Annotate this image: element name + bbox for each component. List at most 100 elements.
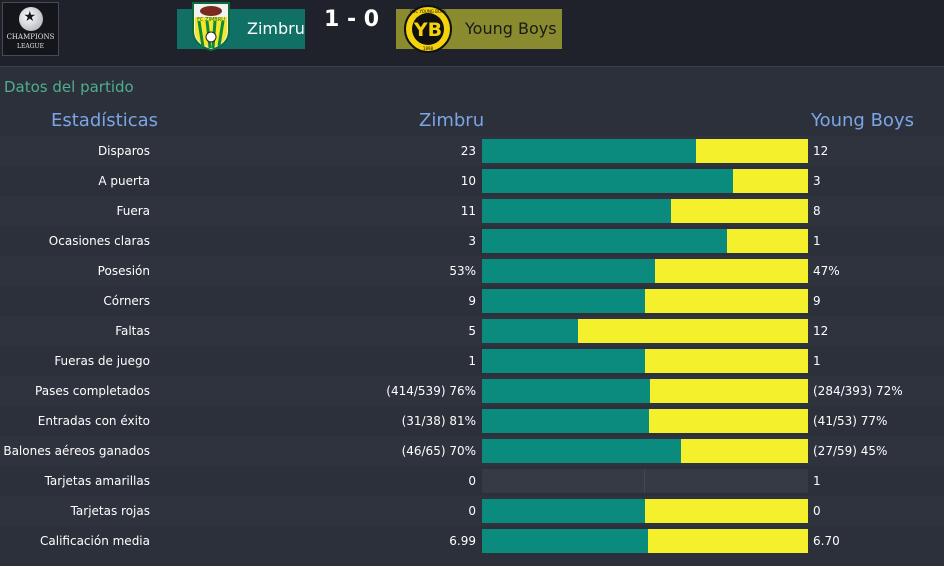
stat-comparison-bar — [482, 289, 808, 313]
home-stat-value: 10 — [460, 174, 476, 188]
stat-row: Tarjetas amarillas 0 1 — [0, 466, 944, 496]
away-share-fill — [650, 379, 808, 403]
away-share-fill — [645, 499, 808, 523]
stat-comparison-bar — [482, 469, 808, 493]
home-stat-value: 0 — [468, 474, 476, 488]
stat-comparison-bar — [482, 259, 808, 283]
stat-row: Entradas con éxito (31/38) 81% (41/53) 77% — [0, 406, 944, 436]
stat-label: Tarjetas amarillas — [44, 474, 150, 488]
away-share-fill — [733, 169, 808, 193]
home-stat-value: 6.99 — [449, 534, 476, 548]
away-share-fill — [645, 289, 808, 313]
stat-label: Calificación media — [40, 534, 150, 548]
stat-label: Tarjetas rojas — [70, 504, 150, 518]
home-stat-value: 5 — [468, 324, 476, 338]
stat-label: Faltas — [115, 324, 150, 338]
home-share-fill — [482, 439, 681, 463]
away-share-fill — [645, 349, 808, 373]
away-column-header[interactable]: Young Boys — [811, 110, 914, 131]
stat-row: Faltas 5 12 — [0, 316, 944, 346]
away-share-fill — [578, 319, 808, 343]
stats-column-header: Estadísticas — [51, 110, 159, 131]
home-team-box[interactable]: FC ZIMBRU Zimbru — [177, 2, 305, 51]
away-team-name: Young Boys — [465, 19, 557, 38]
away-stat-value: 47% — [813, 264, 840, 278]
fc-zimbru-crest-icon: FC ZIMBRU — [192, 2, 230, 51]
away-stat-value: 1 — [813, 354, 821, 368]
stat-row: Tarjetas rojas 0 0 — [0, 496, 944, 526]
home-share-fill — [482, 499, 645, 523]
svg-text:YB: YB — [413, 19, 442, 41]
stat-row: Balones aéreos ganados (46/65) 70% (27/59)… — [0, 436, 944, 466]
home-share-fill — [482, 409, 649, 433]
competition-logo[interactable]: CHAMPIONS LEAGUE — [2, 2, 59, 56]
stat-label: Córners — [103, 294, 150, 308]
home-team-name: Zimbru — [247, 19, 305, 38]
home-share-fill — [482, 169, 733, 193]
home-share-fill — [482, 199, 671, 223]
home-stat-value: 9 — [468, 294, 476, 308]
stat-comparison-bar — [482, 529, 808, 553]
stat-label: Entradas con éxito — [37, 414, 150, 428]
home-stat-value: (46/65) 70% — [401, 444, 476, 458]
stat-comparison-bar — [482, 349, 808, 373]
competition-logo-subtext: LEAGUE — [17, 43, 44, 50]
stat-row: Fuera 11 8 — [0, 196, 944, 226]
stat-row: Disparos 23 12 — [0, 136, 944, 166]
home-stat-value: 3 — [468, 234, 476, 248]
match-score: 1 - 0 — [324, 7, 380, 32]
away-stat-value: 0 — [813, 504, 821, 518]
stat-comparison-bar — [482, 139, 808, 163]
away-stat-value: 1 — [813, 234, 821, 248]
away-share-fill — [727, 229, 808, 253]
home-share-fill — [482, 529, 648, 553]
stat-label: Disparos — [97, 144, 150, 158]
stat-label: A puerta — [98, 174, 150, 188]
home-stat-value: 0 — [468, 504, 476, 518]
stat-comparison-bar — [482, 229, 808, 253]
away-stat-value: 1 — [813, 474, 821, 488]
stat-comparison-bar — [482, 439, 808, 463]
away-share-fill — [696, 139, 808, 163]
stat-row: Ocasiones claras 3 1 — [0, 226, 944, 256]
stat-label: Posesión — [97, 264, 150, 278]
svg-text:BSC YOUNG BOYS: BSC YOUNG BOYS — [410, 9, 446, 14]
stat-label: Balones aéreos ganados — [3, 444, 150, 458]
stat-comparison-bar — [482, 499, 808, 523]
away-share-fill — [648, 529, 808, 553]
stat-row: Posesión 53% 47% — [0, 256, 944, 286]
match-header: CHAMPIONS LEAGUE FC ZIMBRU Zimbru 1 - 0 … — [0, 0, 944, 67]
stat-label: Fueras de juego — [54, 354, 150, 368]
stat-row: Fueras de juego 1 1 — [0, 346, 944, 376]
away-share-fill — [681, 439, 808, 463]
away-stat-value: 12 — [813, 144, 829, 158]
home-share-fill — [482, 349, 645, 373]
stat-comparison-bar — [482, 319, 808, 343]
away-stat-value: 9 — [813, 294, 821, 308]
away-stat-value: 12 — [813, 324, 829, 338]
stat-row: Pases completados (414/539) 76% (284/393) … — [0, 376, 944, 406]
stat-row: Calificación media 6.99 6.70 — [0, 526, 944, 556]
away-stat-value: (27/59) 45% — [813, 444, 888, 458]
home-share-fill — [482, 319, 578, 343]
home-column-header[interactable]: Zimbru — [419, 110, 485, 131]
stat-label: Fuera — [116, 204, 150, 218]
home-share-fill — [482, 379, 650, 403]
svg-text:FC ZIMBRU: FC ZIMBRU — [197, 17, 225, 23]
stat-comparison-bar — [482, 379, 808, 403]
home-share-fill — [482, 229, 727, 253]
home-stat-value: (31/38) 81% — [401, 414, 476, 428]
competition-logo-text: CHAMPIONS — [6, 33, 55, 41]
away-team-box[interactable]: YB BSC YOUNG BOYS 1898 Young Boys — [396, 5, 562, 53]
home-share-fill — [482, 289, 645, 313]
stat-row: A puerta 10 3 — [0, 166, 944, 196]
stat-comparison-bar — [482, 409, 808, 433]
away-stat-value: (284/393) 72% — [813, 384, 903, 398]
away-share-fill — [671, 199, 808, 223]
stat-label: Pases completados — [35, 384, 150, 398]
stat-comparison-bar — [482, 169, 808, 193]
stat-row: Córners 9 9 — [0, 286, 944, 316]
away-stat-value: 8 — [813, 204, 821, 218]
away-stat-value: 6.70 — [813, 534, 840, 548]
away-stat-value: (41/53) 77% — [813, 414, 888, 428]
